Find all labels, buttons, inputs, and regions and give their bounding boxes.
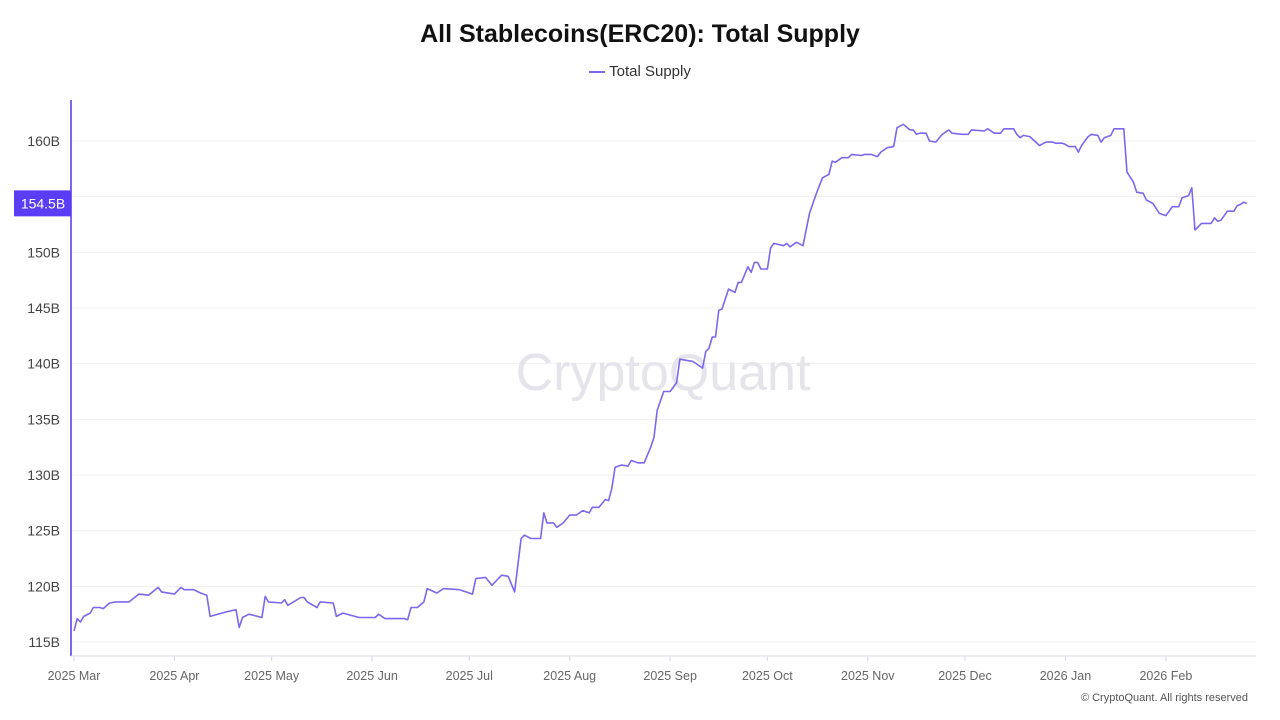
- x-tick-label: 2025 Jun: [346, 669, 397, 683]
- x-tick-label: 2025 Dec: [938, 669, 992, 683]
- current-value-marker: 154.5B: [14, 190, 71, 217]
- x-tick-label: 2025 Nov: [841, 669, 895, 683]
- x-tick-label: 2025 Oct: [742, 669, 793, 683]
- x-tick-label: 2025 Apr: [149, 669, 199, 683]
- y-tick-label: 115B: [28, 634, 60, 650]
- legend-label: Total Supply: [609, 63, 691, 80]
- x-tick-label: 2025 May: [244, 669, 300, 683]
- chart-title: All Stablecoins(ERC20): Total Supply: [420, 20, 860, 48]
- y-tick-label: 125B: [27, 523, 60, 539]
- current-value-box: [14, 190, 71, 217]
- y-tick-label: 135B: [27, 411, 60, 427]
- y-tick-label: 145B: [27, 300, 60, 316]
- x-tick-label: 2025 Mar: [48, 669, 101, 683]
- legend[interactable]: Total Supply: [0, 63, 1280, 80]
- y-tick-label: 160B: [27, 133, 60, 149]
- x-tick-label: 2025 Aug: [543, 669, 596, 683]
- series-line-total-supply: [73, 123, 1248, 632]
- y-tick-label: 120B: [27, 578, 60, 594]
- x-tick-label: 2025 Sep: [643, 669, 697, 683]
- current-value-label: 154.5B: [21, 195, 65, 211]
- y-tick-label: 140B: [27, 356, 60, 372]
- x-tick-label: 2026 Feb: [1139, 669, 1192, 683]
- copyright-footer: © CryptoQuant. All rights reserved: [1080, 692, 1248, 704]
- x-tick-label: 2025 Jul: [446, 669, 493, 683]
- y-tick-label: 130B: [27, 467, 60, 483]
- legend-swatch: [589, 71, 606, 74]
- x-tick-label: 2026 Jan: [1040, 669, 1091, 683]
- y-tick-label: 150B: [27, 244, 60, 260]
